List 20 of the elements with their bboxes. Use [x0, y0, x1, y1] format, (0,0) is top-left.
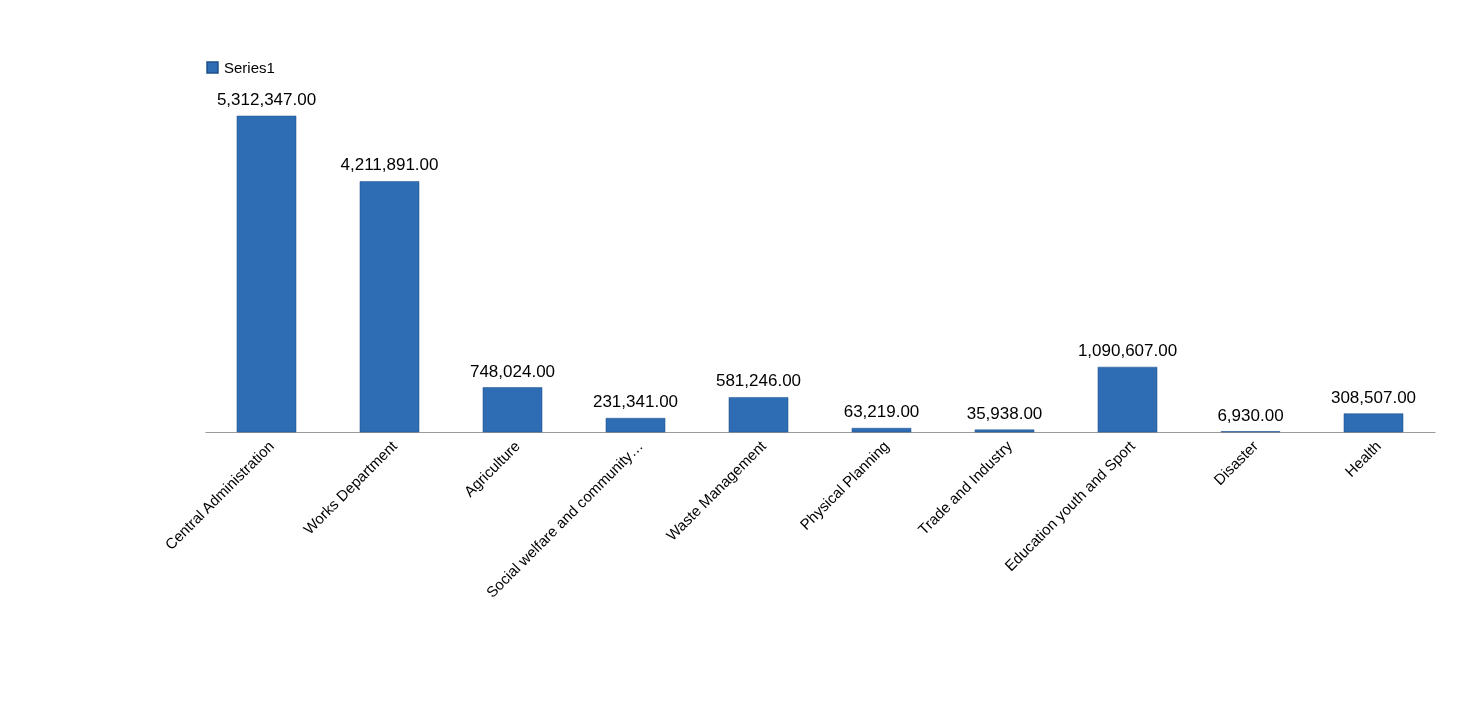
bar: [851, 427, 912, 433]
data-label: 1,090,607.00: [1077, 341, 1178, 361]
data-label: 231,341.00: [592, 392, 679, 412]
data-label: 308,507.00: [1330, 387, 1417, 407]
bar: [236, 115, 297, 433]
data-label: 581,246.00: [715, 371, 802, 391]
data-label: 748,024.00: [469, 361, 556, 381]
bar: [359, 181, 420, 433]
legend-label: Series1: [224, 58, 275, 76]
bar: [605, 417, 666, 433]
data-label: 5,312,347.00: [216, 90, 317, 109]
data-label: 35,938.00: [966, 403, 1043, 423]
bar: [728, 397, 789, 433]
bar: [1097, 366, 1158, 433]
bar: [482, 387, 543, 433]
data-label: 4,211,891.00: [340, 155, 439, 175]
bar: [1343, 413, 1404, 433]
data-label: 6,930.00: [1217, 405, 1284, 425]
bar: [974, 429, 1035, 433]
data-label: 63,219.00: [843, 402, 920, 422]
